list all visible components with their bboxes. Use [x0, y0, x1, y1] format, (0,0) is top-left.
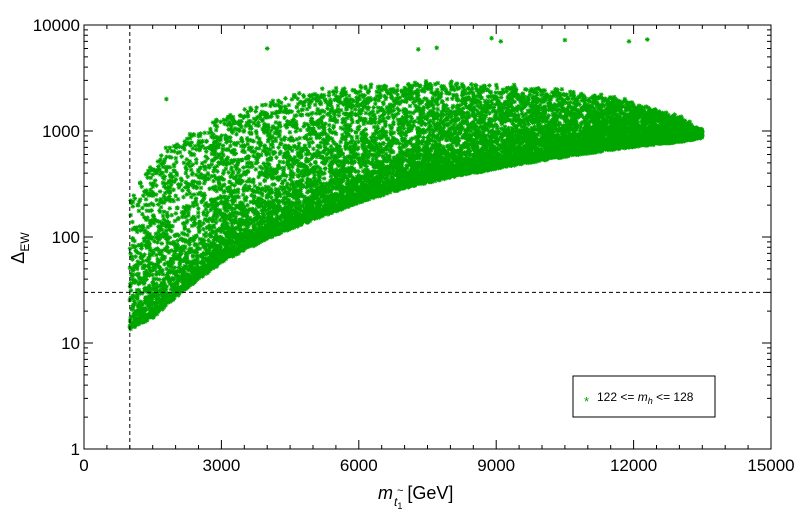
x-tick-label: 15000: [747, 456, 794, 475]
x-tick-labels: 0 3000 6000 9000 12000 15000: [79, 456, 794, 475]
axis-ticks: [83, 24, 772, 450]
legend-marker: *: [584, 394, 589, 409]
y-tick-label: 10: [61, 334, 80, 353]
y-tick-labels: 1 10 100 1000 10000: [33, 16, 80, 459]
x-tick-label: 0: [79, 456, 88, 475]
y-tick-label: 10000: [33, 16, 80, 35]
x-axis-label: mt1 [GeV]: [378, 483, 453, 511]
legend-label: 122 <= mh <= 128: [597, 390, 694, 406]
data-points: [127, 35, 705, 332]
x-tick-label: 12000: [610, 456, 657, 475]
x-tick-label: 6000: [340, 456, 378, 475]
x-tick-label: 9000: [477, 456, 515, 475]
tick-marks: [83, 24, 772, 450]
x-tick-label: 3000: [202, 456, 240, 475]
reference-lines: [84, 25, 771, 449]
y-tick-label: 100: [52, 228, 80, 247]
scatter-points: [127, 35, 705, 332]
legend: * 122 <= mh <= 128: [572, 375, 716, 418]
legend-box: [572, 375, 716, 418]
x-axis-label-accent: ~: [397, 485, 403, 497]
y-axis-label: ΔEW: [8, 232, 32, 264]
y-tick-label: 1: [71, 440, 80, 459]
y-tick-label: 1000: [42, 122, 80, 141]
